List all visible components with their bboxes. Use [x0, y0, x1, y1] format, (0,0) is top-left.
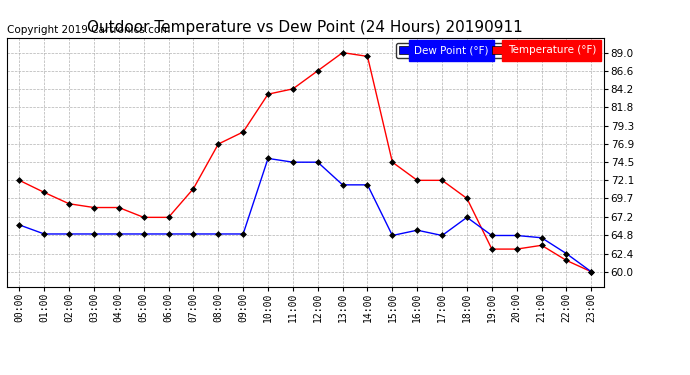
Title: Outdoor Temperature vs Dew Point (24 Hours) 20190911: Outdoor Temperature vs Dew Point (24 Hou… [88, 20, 523, 35]
Text: Copyright 2019 Cartronics.com: Copyright 2019 Cartronics.com [7, 25, 170, 35]
Legend: Dew Point (°F), Temperature (°F): Dew Point (°F), Temperature (°F) [396, 43, 598, 58]
